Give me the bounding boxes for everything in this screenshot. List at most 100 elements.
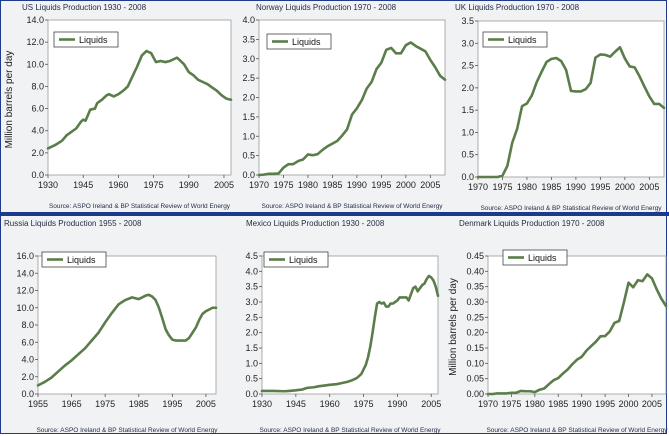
x-tick-label: 1975 (354, 399, 374, 409)
y-tick-label: 0.35 (466, 282, 484, 292)
x-tick-label: 1960 (320, 399, 340, 409)
y-tick-label: 0.5 (461, 150, 474, 160)
y-tick-label: 0.30 (466, 297, 484, 307)
x-tick-label: 1930 (38, 180, 58, 190)
legend-label: Liquids (67, 255, 96, 265)
y-tick-label: 0.05 (466, 374, 484, 384)
legend-box (53, 31, 119, 48)
y-tick-label: 0.40 (466, 266, 484, 276)
y-tick-label: 4.0 (31, 126, 44, 136)
legend-box (41, 251, 107, 268)
y-tick-label: 0.15 (466, 343, 484, 353)
x-tick-label: 1945 (73, 180, 93, 190)
y-tick-label: 2.0 (242, 93, 255, 103)
y-tick-label: 4.0 (21, 355, 34, 365)
x-tick-label: 1995 (371, 180, 391, 190)
x-tick-label: 1930 (252, 399, 272, 409)
y-tick-label: 2.5 (461, 61, 474, 71)
chart-title: Mexico Liquids Production 1930 - 2008 (246, 219, 385, 228)
x-tick-label: 1990 (179, 180, 199, 190)
x-tick-label: 1990 (566, 182, 586, 192)
legend-box (266, 33, 332, 50)
x-tick-label: 1990 (572, 399, 592, 409)
y-tick-label: 1.5 (242, 112, 255, 122)
y-tick-label: 2.0 (31, 148, 44, 158)
y-tick-label: 2.0 (461, 83, 474, 93)
norway-chart: Norway Liquids Production 1970 - 2008 0.0… (242, 3, 447, 210)
x-tick-label: 2000 (396, 180, 416, 190)
x-tick-label: 2005 (421, 399, 441, 409)
y-tick-label: 10.0 (26, 59, 44, 69)
source-note: Source: ASPO Ireland & BP Statistical Re… (261, 203, 443, 210)
legend-box (502, 249, 568, 266)
x-tick-label: 2000 (615, 182, 635, 192)
x-tick-label: 2005 (196, 399, 216, 409)
y-tick-label: 16.0 (16, 251, 34, 261)
y-tick-label: 1.0 (245, 358, 258, 368)
chart-title: US Liquids Production 1930 - 2008 (22, 3, 147, 12)
row-divider (0, 212, 669, 216)
x-tick-label: 1980 (517, 182, 537, 192)
y-axis-label: Million barrels per day (4, 51, 15, 149)
x-tick-label: 1945 (286, 399, 306, 409)
liquids-series-line (476, 46, 666, 179)
source-note: Source: ASPO Ireland & BP Statistical Re… (49, 203, 231, 210)
y-tick-label: 0.25 (466, 312, 484, 322)
x-tick-label: 1975 (144, 180, 164, 190)
y-tick-label: 8.0 (21, 320, 34, 330)
y-tick-label: 0.5 (242, 151, 255, 161)
x-tick-label: 2005 (214, 180, 234, 190)
y-tick-label: 2.0 (245, 328, 258, 338)
us-chart: US Liquids Production 1930 - 2008 0.0 2.0 4… (4, 3, 234, 210)
y-tick-label: 0.5 (245, 374, 258, 384)
russia-chart: Russia Liquids Production 1955 - 2008 0.0… (4, 219, 218, 434)
liquids-series-line (36, 293, 218, 387)
legend-label: Liquids (292, 37, 321, 47)
x-tick-label: 1965 (62, 399, 82, 409)
y-tick-label: 0.0 (31, 170, 44, 180)
y-tick-label: 0.10 (466, 358, 484, 368)
y-tick-label: 0.20 (466, 328, 484, 338)
liquids-series-line (257, 41, 447, 177)
plot-area (37, 255, 217, 395)
x-tick-label: 2005 (642, 399, 662, 409)
y-tick-label: 2.5 (242, 73, 255, 83)
y-tick-label: 8.0 (31, 81, 44, 91)
x-tick-label: 1995 (595, 399, 615, 409)
y-tick-label: 6.0 (21, 337, 34, 347)
y-tick-label: 3.5 (245, 282, 258, 292)
x-tick-label: 1985 (322, 180, 342, 190)
legend-box (482, 31, 548, 48)
x-tick-label: 1990 (347, 180, 367, 190)
x-tick-label: 1955 (28, 399, 48, 409)
y-tick-label: 3.0 (245, 297, 258, 307)
x-tick-label: 1975 (492, 182, 512, 192)
x-tick-label: 1995 (590, 182, 610, 192)
y-tick-label: 4.5 (245, 251, 258, 261)
y-tick-label: 3.0 (242, 54, 255, 64)
x-tick-label: 1985 (541, 182, 561, 192)
y-tick-label: 10.0 (16, 303, 34, 313)
legend-label: Liquids (528, 253, 557, 263)
x-tick-label: 1960 (108, 180, 128, 190)
x-tick-label: 1975 (273, 180, 293, 190)
denmark-chart: Denmark Liquids Production 1970 - 2008 0.… (448, 219, 668, 434)
y-tick-label: 0.45 (466, 251, 484, 261)
y-tick-label: 4.0 (242, 15, 255, 25)
x-tick-label: 2005 (420, 180, 440, 190)
source-note: Source: ASPO Ireland & BP Statistical Re… (36, 427, 218, 434)
source-note: Source: ASPO Ireland & BP Statistical Re… (486, 427, 668, 434)
liquids-series-line (260, 274, 440, 393)
x-tick-label: 1980 (525, 399, 545, 409)
uk-chart: UK Liquids Production 1970 - 2008 0.0 0.5 1… (455, 3, 666, 212)
y-tick-label: 0.0 (242, 170, 255, 180)
x-tick-label: 1985 (548, 399, 568, 409)
y-tick-label: 3.5 (461, 16, 474, 26)
y-tick-label: 0.0 (21, 389, 34, 399)
plot-area (487, 255, 667, 395)
y-tick-label: 14.0 (16, 268, 34, 278)
legend-box (263, 251, 329, 268)
plot-area (261, 255, 439, 395)
x-tick-label: 1990 (387, 399, 407, 409)
x-tick-label: 1980 (298, 180, 318, 190)
